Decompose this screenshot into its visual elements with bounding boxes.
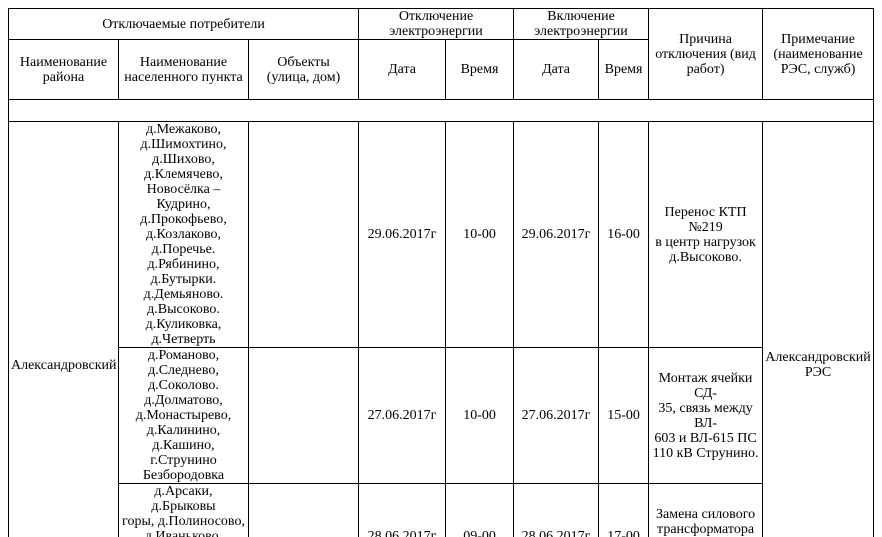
off-time-cell: 10-00 (445, 121, 515, 348)
on-date-cell: 27.06.2017г (513, 347, 600, 484)
header-objects: Объекты (улица, дом) (247, 39, 360, 100)
header-settlement: Наименование населенного пункта (118, 39, 249, 100)
on-date-cell: 29.06.2017г (513, 121, 600, 348)
off-time-cell: 09-00 (445, 483, 515, 537)
spacer-cell (7, 99, 875, 122)
district-cell: Александровский (8, 121, 119, 537)
objects-cell (247, 483, 360, 537)
header-row-groups: Отключаемые потребители Отключение элект… (7, 8, 875, 100)
spacer-row (7, 99, 875, 122)
note-cell: Александровский РЭС (762, 121, 875, 537)
on-time-cell: 17-00 (598, 483, 650, 537)
outage-schedule-table: Отключаемые потребители Отключение элект… (7, 8, 875, 537)
objects-cell (247, 121, 360, 348)
on-time-cell: 15-00 (598, 347, 650, 484)
on-time-cell: 16-00 (598, 121, 650, 348)
header-off-time: Время (445, 39, 515, 100)
header-consumers-group: Отключаемые потребители (7, 8, 360, 40)
reason-cell: Перенос КТП №219 в центр нагрузок д.Высо… (648, 121, 764, 348)
table-row: Александровский д.Межаково, д.Шимохтино,… (8, 121, 875, 537)
on-date-cell: 28.06.2017г (513, 483, 600, 537)
objects-cell (247, 347, 360, 484)
off-time-cell: 10-00 (445, 347, 515, 484)
header-reason: Причина отключения (вид работ) (648, 8, 764, 100)
off-date-cell: 27.06.2017г (358, 347, 447, 484)
header-district: Наименование района (8, 39, 119, 100)
settlements-cell: д.Межаково, д.Шимохтино, д.Шихово, д.Кле… (118, 121, 249, 348)
header-on-date: Дата (513, 39, 600, 100)
table-row: д.Арсаки, д.Брыковы горы, д.Полиносово, … (9, 483, 874, 537)
settlements-cell: д.Романово, д.Следнево, д.Соколово. д.До… (118, 347, 249, 484)
reason-cell: Монтаж ячейки СД- 35, связь между ВЛ- 60… (648, 347, 764, 484)
table-row: д.Романово, д.Следнево, д.Соколово. д.До… (9, 347, 874, 484)
header-row-columns: Наименование района Наименование населен… (8, 39, 874, 100)
header-power-on-group: Включение электроэнергии (513, 8, 650, 40)
reason-cell: Замена силового трансформатора КТП №26 д… (648, 483, 764, 537)
off-date-cell: 29.06.2017г (358, 121, 447, 348)
settlements-cell: д.Арсаки, д.Брыковы горы, д.Полиносово, … (118, 483, 249, 537)
header-off-date: Дата (358, 39, 447, 100)
header-note: Примечание (наименование РЭС, служб) (762, 8, 875, 100)
header-on-time: Время (598, 39, 650, 100)
off-date-cell: 28.06.2017г (358, 483, 447, 537)
header-power-off-group: Отключение электроэнергии (358, 8, 515, 40)
